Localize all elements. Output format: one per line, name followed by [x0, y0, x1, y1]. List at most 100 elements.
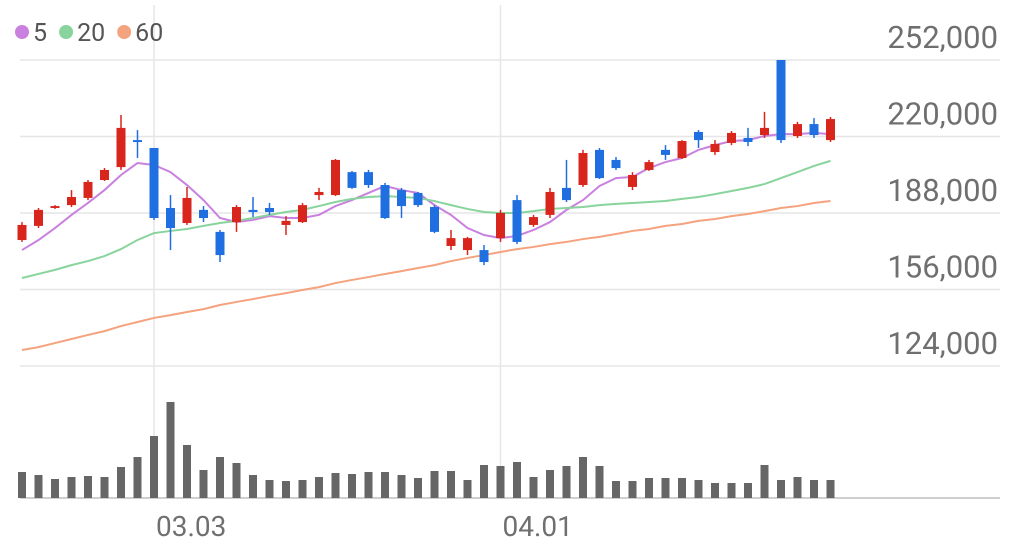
candle-body	[34, 209, 43, 226]
candle-body	[50, 206, 60, 208]
candle-body	[562, 187, 571, 201]
candle-body	[248, 209, 258, 213]
candle-body	[430, 207, 439, 232]
volume-bar	[546, 470, 554, 498]
volume-bar	[315, 477, 323, 498]
volume-bar	[100, 477, 109, 498]
candle-body	[380, 185, 390, 219]
volume-bar	[562, 466, 571, 498]
candle-body	[760, 127, 769, 136]
legend-marker	[59, 25, 74, 39]
candle-body	[578, 152, 588, 186]
candle-body	[166, 207, 175, 229]
moving-average-line	[21, 131, 831, 251]
candle-body	[17, 224, 27, 241]
volume-bar	[513, 462, 521, 498]
volume-bar	[331, 473, 340, 498]
volume-bar	[34, 475, 43, 498]
volume-bar	[595, 466, 604, 498]
candle-body	[116, 127, 126, 168]
y-tick-label: 188,000	[887, 172, 998, 209]
candle-body	[347, 172, 357, 188]
candle-body	[512, 200, 522, 242]
volume-bar	[249, 475, 257, 498]
candle-body	[182, 197, 192, 224]
candle-body	[281, 220, 291, 225]
candle-body	[743, 137, 753, 142]
candle-body	[67, 196, 76, 206]
candle-body	[611, 159, 621, 169]
volume-bar	[430, 471, 439, 498]
volume-bar	[480, 465, 488, 498]
candle-body	[776, 60, 786, 141]
legend-label: 20	[77, 19, 105, 48]
candle-body	[446, 238, 456, 246]
x-tick-label: 04.01	[503, 510, 573, 543]
volume-bar	[826, 480, 835, 498]
candle-body	[826, 119, 835, 141]
y-tick-label: 220,000	[887, 96, 998, 133]
volume-bar	[760, 465, 769, 498]
candle-body	[809, 124, 819, 136]
x-tick-label: 03.03	[156, 510, 226, 543]
candle-body	[661, 149, 670, 155]
volume-bar	[282, 481, 290, 498]
volume-bar	[793, 477, 802, 498]
volume-bar	[232, 463, 241, 498]
moving-average-line	[21, 200, 831, 351]
candle-body	[727, 132, 736, 143]
candle-body	[314, 191, 324, 196]
volume-bar	[150, 436, 158, 498]
moving-average-line	[21, 159, 831, 279]
candle-body	[595, 149, 604, 179]
volume-bar	[199, 470, 208, 498]
candle-body	[298, 205, 307, 223]
candle-body	[215, 231, 225, 256]
volume-bar	[711, 483, 719, 498]
candle-body	[529, 217, 538, 225]
volume-bar	[612, 481, 620, 498]
volume-bar	[265, 480, 274, 498]
candle-body	[199, 209, 208, 219]
y-tick-label: 124,000	[887, 325, 998, 362]
volume-bar	[298, 480, 307, 498]
volume-bar	[463, 480, 472, 498]
volume-bar	[810, 480, 818, 498]
candle-body	[545, 191, 555, 215]
legend-marker	[117, 25, 132, 39]
volume-bar	[84, 476, 92, 498]
volume-bar	[744, 483, 752, 498]
candle-body	[644, 162, 654, 170]
candle-body	[83, 181, 93, 198]
y-tick-label: 156,000	[887, 249, 998, 286]
volume-bar	[67, 477, 76, 498]
volume-bar	[447, 471, 455, 498]
candle-body	[793, 124, 802, 137]
volume-bar	[727, 483, 736, 498]
volume-bar	[348, 474, 356, 498]
candle-body	[232, 207, 241, 223]
candle-body	[397, 190, 406, 207]
volume-bar	[381, 472, 389, 498]
candle-body	[496, 213, 505, 239]
legend-marker	[15, 25, 29, 39]
volume-bar	[645, 478, 653, 498]
candle-body	[463, 238, 472, 251]
volume-bar	[18, 472, 26, 498]
candle-body	[149, 147, 159, 219]
candle-body	[710, 143, 720, 153]
volume-bar	[397, 475, 406, 498]
volume-bar	[628, 481, 637, 498]
volume-bar	[678, 478, 686, 498]
legend-label: 5	[33, 19, 47, 48]
volume-bar	[579, 457, 587, 498]
candle-body	[133, 140, 142, 142]
volume-bar	[364, 472, 373, 498]
volume-bar	[777, 480, 785, 498]
legend-label: 60	[135, 19, 163, 48]
candle-body	[677, 141, 687, 159]
candle-body	[694, 131, 703, 141]
volume-bar	[117, 467, 125, 498]
candle-body	[265, 207, 274, 213]
